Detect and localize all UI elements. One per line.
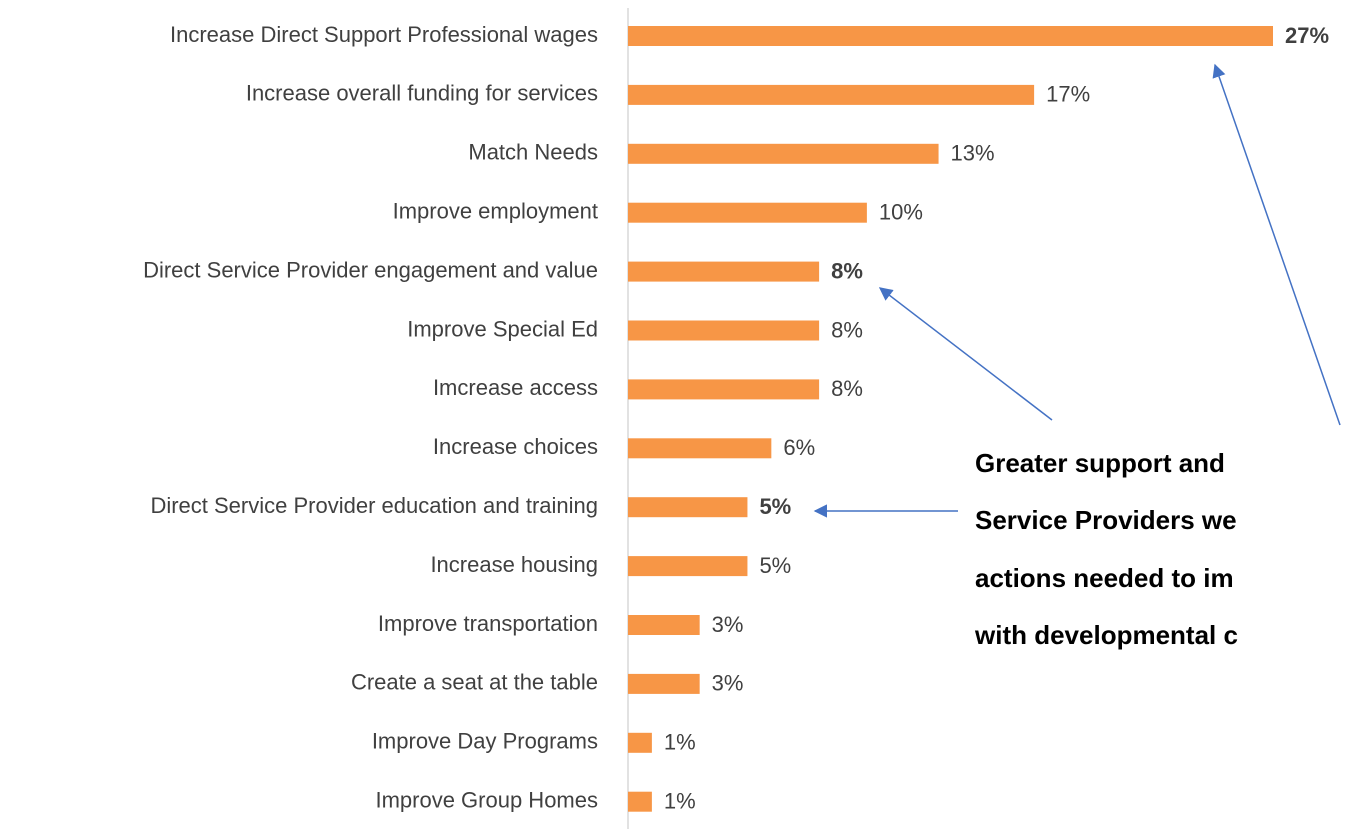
bar (628, 143, 939, 164)
annotation: Greater support and (975, 448, 1225, 478)
value-label: 17% (1046, 82, 1090, 107)
value-label: 27% (1285, 23, 1329, 48)
value-label: 13% (951, 141, 995, 166)
annotation: with developmental c (974, 620, 1238, 650)
category-label: Increase overall funding for services (246, 81, 598, 106)
arrow (878, 287, 1053, 421)
annotation: actions needed to im (975, 563, 1234, 593)
value-label: 3% (712, 612, 744, 637)
category-label: Direct Service Provider education and tr… (150, 493, 598, 518)
value-label: 1% (664, 789, 696, 814)
bar (628, 320, 820, 341)
category-label: Improve Group Homes (375, 788, 598, 813)
bar (628, 791, 652, 812)
category-label: Increase choices (433, 434, 598, 459)
bar (628, 556, 748, 577)
category-label: Create a seat at the table (351, 670, 598, 695)
value-label: 5% (759, 553, 791, 578)
bar (628, 732, 652, 753)
bar (628, 379, 820, 400)
bar (628, 673, 700, 694)
category-label: Imcrease access (433, 375, 598, 400)
value-label: 5% (759, 494, 791, 519)
bar (628, 615, 700, 635)
arrows (813, 63, 1341, 518)
bar (628, 438, 772, 459)
category-label: Improve Special Ed (407, 316, 598, 341)
value-label: 1% (664, 730, 696, 755)
bar (628, 261, 820, 282)
value-label: 8% (831, 376, 863, 401)
category-label: Match Needs (468, 140, 598, 165)
value-label: 10% (879, 200, 923, 225)
value-label: 6% (783, 435, 815, 460)
bar (628, 497, 748, 518)
category-label: Increase housing (430, 552, 598, 577)
bar (628, 202, 867, 223)
category-label: Improve transportation (378, 611, 598, 636)
category-label: Increase Direct Support Professional wag… (170, 22, 598, 47)
arrow (1212, 63, 1341, 426)
category-label: Improve employment (393, 199, 598, 224)
value-label: 8% (831, 258, 863, 283)
bar (628, 84, 1035, 105)
bar (628, 26, 1273, 46)
annotation: Service Providers we (975, 505, 1237, 535)
category-label: Improve Day Programs (372, 729, 598, 754)
value-label: 3% (712, 671, 744, 696)
value-label: 8% (831, 317, 863, 342)
category-label: Direct Service Provider engagement and v… (143, 257, 598, 282)
